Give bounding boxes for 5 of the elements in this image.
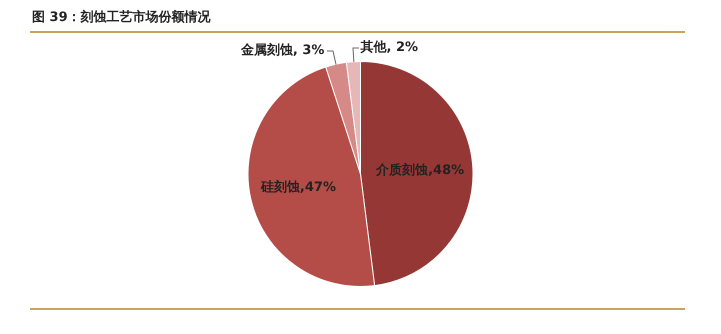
text: 图 39：刻蚀工艺市场份额情况 bbox=[32, 8, 211, 26]
slice-label: 金属刻蚀, 3% bbox=[240, 42, 324, 60]
slice-label: 介质刻蚀,48% bbox=[376, 162, 464, 180]
slice-label: 其他, 2% bbox=[360, 39, 418, 58]
slice-label: 硅刻蚀,47% bbox=[260, 178, 336, 197]
